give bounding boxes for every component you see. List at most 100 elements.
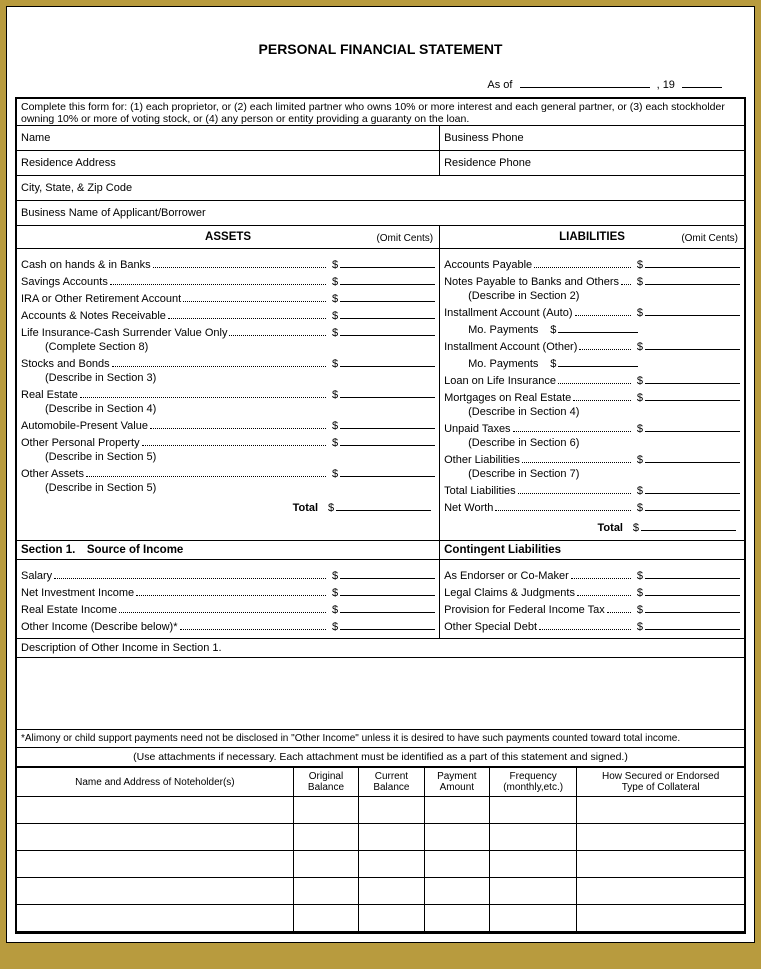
sec2-cell[interactable] [490,878,577,905]
sec2-cell[interactable] [424,905,489,932]
total-blank[interactable] [641,519,736,531]
amount-blank[interactable] [340,290,435,302]
line-item-label: Cash on hands & in Banks [21,259,151,271]
sec2-cell[interactable] [424,824,489,851]
year-prefix: , 19 [657,79,675,91]
amount-blank[interactable] [340,324,435,336]
amount-blank[interactable] [340,307,435,319]
sec2-cell[interactable] [17,824,293,851]
sec2-cell[interactable] [490,905,577,932]
amount-blank[interactable] [645,372,740,384]
amount-blank[interactable] [645,420,740,432]
line-item-label: Accounts & Notes Receivable [21,310,166,322]
sec2-cell[interactable] [424,851,489,878]
line-item: Real Estate Income$ [21,600,435,617]
amount-blank[interactable] [340,601,435,613]
dollar-sign: $ [328,570,338,582]
leader-dots [518,485,631,494]
total-blank[interactable] [336,499,431,511]
amount-blank[interactable] [340,417,435,429]
sec2-cell[interactable] [359,905,424,932]
dollar-sign: $ [633,423,643,435]
amount-blank[interactable] [340,584,435,596]
amount-blank[interactable] [340,434,435,446]
sec2-cell[interactable] [293,905,358,932]
sec2-cell[interactable] [490,797,577,824]
line-item-sub: (Describe in Section 6) [444,436,740,450]
sec2-cell[interactable] [577,878,744,905]
line-item-sublabel: (Describe in Section 4) [444,406,579,418]
sec2-cell[interactable] [359,797,424,824]
leader-dots [573,392,631,401]
as-of-date-blank[interactable] [520,87,650,88]
sec2-col-header: Payment Amount [424,768,489,797]
sec2-cell[interactable] [293,851,358,878]
business-name-field[interactable]: Business Name of Applicant/Borrower [16,201,745,226]
amount-blank[interactable] [645,567,740,579]
sec2-cell[interactable] [359,824,424,851]
sec2-cell[interactable] [577,851,744,878]
sec2-cell[interactable] [577,797,744,824]
amount-blank[interactable] [340,567,435,579]
amount-blank[interactable] [340,256,435,268]
line-item-label: Total Liabilities [444,485,516,497]
name-field[interactable]: Name [16,126,440,151]
sec2-cell[interactable] [17,797,293,824]
sec2-cell[interactable] [293,824,358,851]
payment-blank[interactable] [558,321,638,333]
amount-blank[interactable] [340,386,435,398]
amount-blank[interactable] [645,482,740,494]
line-item-label: Loan on Life Insurance [444,375,556,387]
sec2-cell[interactable] [359,851,424,878]
amount-blank[interactable] [645,304,740,316]
sec2-cell[interactable] [293,797,358,824]
amount-blank[interactable] [340,355,435,367]
business-phone-field[interactable]: Business Phone [440,126,745,151]
year-blank[interactable] [682,87,722,88]
sec2-cell[interactable] [424,797,489,824]
amount-blank[interactable] [645,584,740,596]
amount-blank[interactable] [645,451,740,463]
leader-dots [534,259,631,268]
residence-phone-field[interactable]: Residence Phone [440,151,745,176]
dollar-sign: $ [633,307,643,319]
city-state-zip-field[interactable]: City, State, & Zip Code [16,176,745,201]
amount-blank[interactable] [340,465,435,477]
dollar-sign: $ [633,259,643,271]
amount-blank[interactable] [645,273,740,285]
dollar-sign: $ [328,327,338,339]
sec2-cell[interactable] [17,851,293,878]
sec2-cell[interactable] [359,878,424,905]
sec2-cell[interactable] [490,851,577,878]
amount-blank[interactable] [645,601,740,613]
line-item-sub: (Describe in Section 3) [21,371,435,385]
dollar-sign: $ [633,570,643,582]
line-item-payment: Mo. Payments$ [444,320,740,337]
leader-dots [142,437,326,446]
amount-blank[interactable] [340,273,435,285]
sec2-cell[interactable] [17,878,293,905]
amount-blank[interactable] [645,256,740,268]
residence-address-field[interactable]: Residence Address [16,151,440,176]
sec2-cell[interactable] [424,878,489,905]
sec2-cell[interactable] [577,824,744,851]
payment-blank[interactable] [558,355,638,367]
sec2-cell[interactable] [577,905,744,932]
line-item: Mortgages on Real Estate$ [444,388,740,405]
sec2-cell[interactable] [293,878,358,905]
amount-blank[interactable] [645,338,740,350]
sec2-cell[interactable] [490,824,577,851]
instructions: Complete this form for: (1) each proprie… [16,98,745,126]
amount-blank[interactable] [340,618,435,630]
leader-dots [180,621,327,630]
amount-blank[interactable] [645,389,740,401]
amount-blank[interactable] [645,499,740,511]
desc-other-income-area[interactable] [16,658,745,730]
amount-blank[interactable] [645,618,740,630]
line-item-label: Other Special Debt [444,621,537,633]
sec2-cell[interactable] [17,905,293,932]
leader-dots [495,502,631,511]
line-item: Total Liabilities$ [444,481,740,498]
total-row: Total$ [444,515,740,536]
line-item-label: Notes Payable to Banks and Others [444,276,619,288]
